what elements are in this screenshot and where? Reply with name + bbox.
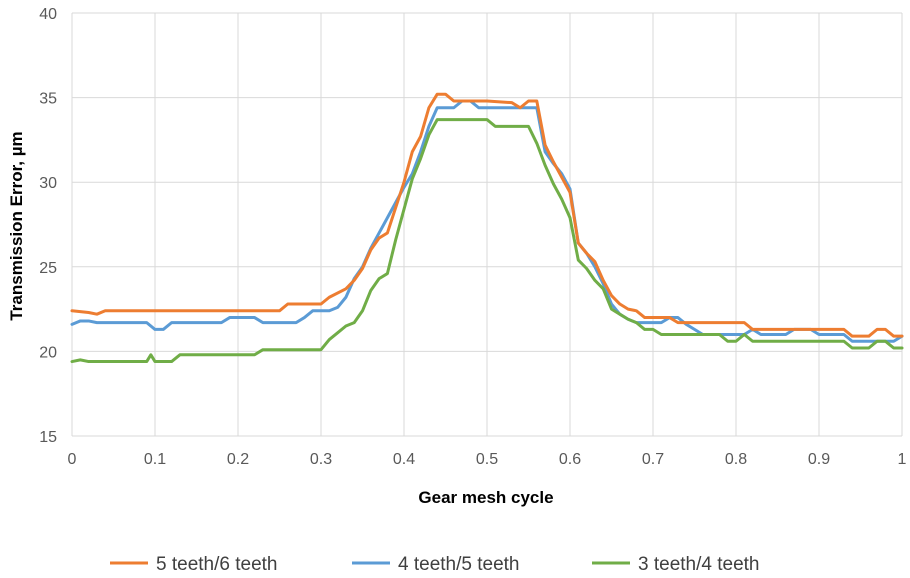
legend-label: 5 teeth/6 teeth [156, 554, 278, 575]
legend-label: 3 teeth/4 teeth [638, 554, 760, 575]
y-tick-label: 35 [39, 91, 57, 108]
x-tick-label: 0.5 [476, 451, 498, 468]
legend-label: 4 teeth/5 teeth [398, 554, 520, 575]
x-tick-label: 0.8 [725, 451, 747, 468]
series-line-3-teeth-4-teeth [70, 118, 904, 364]
series-lines [70, 92, 904, 364]
x-tick-label: 0.4 [393, 451, 415, 468]
y-tick-label: 20 [39, 344, 57, 361]
series-line-5-teeth-6-teeth [70, 92, 904, 338]
y-tick-label: 15 [39, 429, 57, 446]
x-tick-label: 0.1 [144, 451, 166, 468]
x-tick-label: 0.2 [227, 451, 249, 468]
x-axis-title: Gear mesh cycle [418, 488, 553, 507]
x-tick-label: 1 [898, 451, 907, 468]
y-axis-title: Transmission Error, µm [7, 131, 26, 320]
x-tick-label: 0.7 [642, 451, 664, 468]
y-tick-label: 30 [39, 175, 57, 192]
x-tick-label: 0.3 [310, 451, 332, 468]
x-tick-label: 0.9 [808, 451, 830, 468]
y-tick-label: 25 [39, 260, 57, 277]
y-axis-tick-labels: 15 20 25 30 35 40 [39, 6, 57, 446]
series-line-4-teeth-5-teeth [70, 99, 904, 343]
legend: 5 teeth/6 teeth 4 teeth/5 teeth 3 teeth/4 … [110, 554, 760, 575]
y-tick-label: 40 [39, 6, 57, 23]
horizontal-gridlines [72, 12, 902, 437]
vertical-gridlines [71, 13, 903, 436]
x-tick-label: 0.6 [559, 451, 581, 468]
x-axis-tick-labels: 0 0.1 0.2 0.3 0.4 0.5 0.6 0.7 0.8 0.9 1 [68, 451, 907, 468]
x-tick-label: 0 [68, 451, 77, 468]
